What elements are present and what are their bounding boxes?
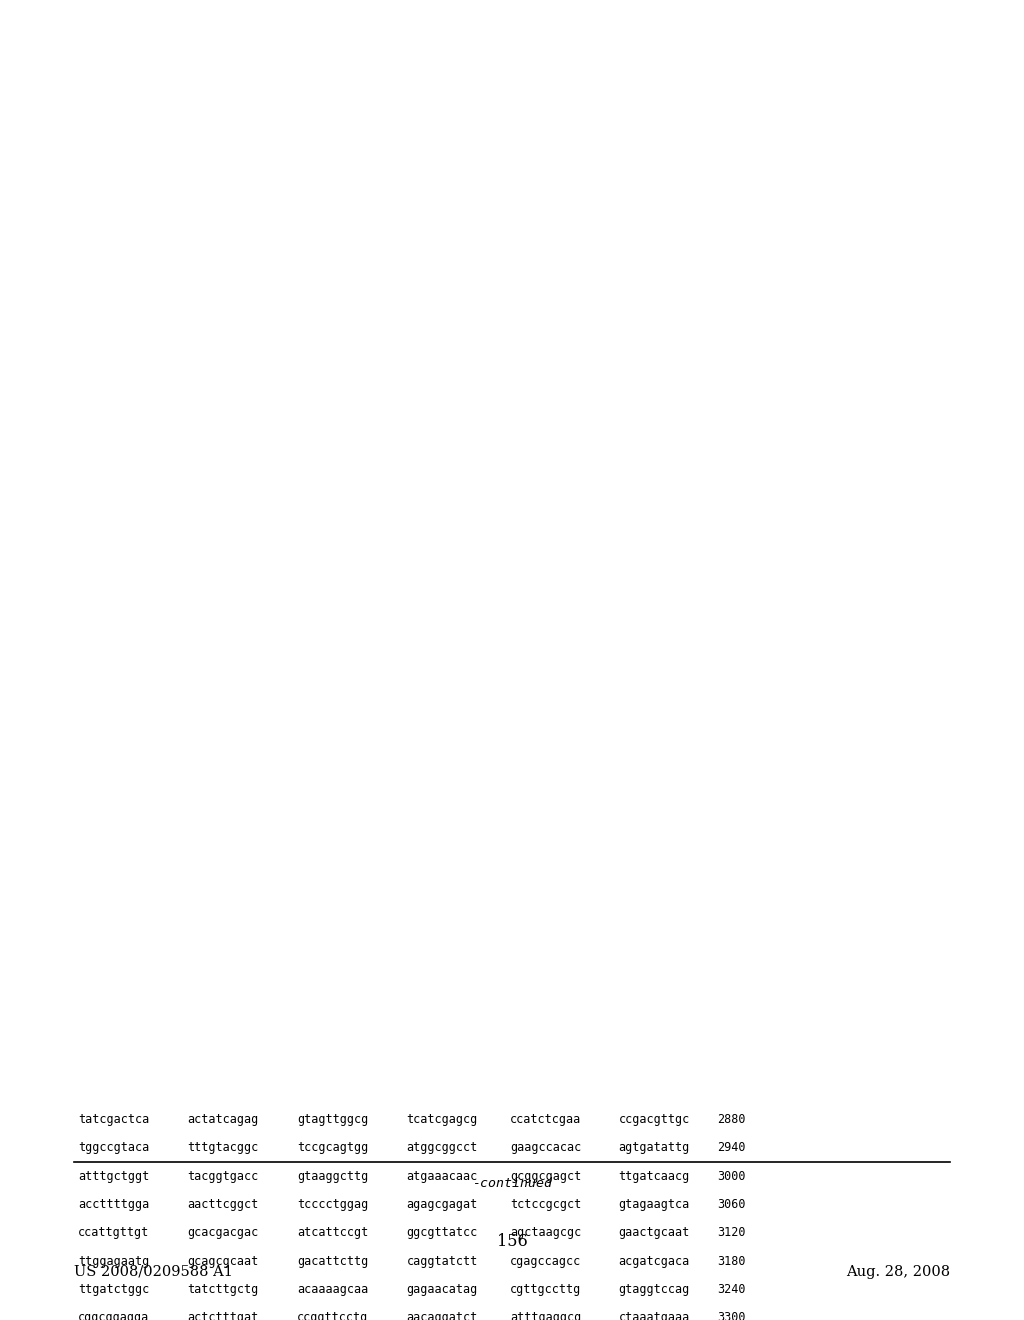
Text: ccatctcgaa: ccatctcgaa: [510, 1113, 582, 1126]
Text: 156: 156: [497, 1233, 527, 1250]
Text: gagaacatag: gagaacatag: [407, 1283, 478, 1296]
Text: 3300: 3300: [717, 1311, 745, 1320]
Text: tccgcagtgg: tccgcagtgg: [297, 1140, 369, 1154]
Text: 2940: 2940: [717, 1140, 745, 1154]
Text: ttggagaatg: ttggagaatg: [78, 1254, 150, 1267]
Text: ttgatctggc: ttgatctggc: [78, 1283, 150, 1296]
Text: aacttcggct: aacttcggct: [187, 1199, 259, 1210]
Text: tttgtacggc: tttgtacggc: [187, 1140, 259, 1154]
Text: tatcgactca: tatcgactca: [78, 1113, 150, 1126]
Text: 3060: 3060: [717, 1199, 745, 1210]
Text: -continued: -continued: [472, 1177, 552, 1191]
Text: ctaaatgaaa: ctaaatgaaa: [618, 1311, 690, 1320]
Text: tggccgtaca: tggccgtaca: [78, 1140, 150, 1154]
Text: US 2008/0209588 A1: US 2008/0209588 A1: [74, 1265, 232, 1279]
Text: agtgatattg: agtgatattg: [618, 1140, 690, 1154]
Text: gtaggtccag: gtaggtccag: [618, 1283, 690, 1296]
Text: 3120: 3120: [717, 1226, 745, 1239]
Text: Aug. 28, 2008: Aug. 28, 2008: [846, 1265, 950, 1279]
Text: acgatcgaca: acgatcgaca: [618, 1254, 690, 1267]
Text: ggcgttatcc: ggcgttatcc: [407, 1226, 478, 1239]
Text: gaactgcaat: gaactgcaat: [618, 1226, 690, 1239]
Text: ccgacgttgc: ccgacgttgc: [618, 1113, 690, 1126]
Text: tcccctggag: tcccctggag: [297, 1199, 369, 1210]
Text: agctaagcgc: agctaagcgc: [510, 1226, 582, 1239]
Text: tacggtgacc: tacggtgacc: [187, 1170, 259, 1183]
Text: atggcggcct: atggcggcct: [407, 1140, 478, 1154]
Text: gcacgacgac: gcacgacgac: [187, 1226, 259, 1239]
Text: ccattgttgt: ccattgttgt: [78, 1226, 150, 1239]
Text: 3000: 3000: [717, 1170, 745, 1183]
Text: aacaggatct: aacaggatct: [407, 1311, 478, 1320]
Text: ttgatcaacg: ttgatcaacg: [618, 1170, 690, 1183]
Text: agagcgagat: agagcgagat: [407, 1199, 478, 1210]
Text: cggcggagga: cggcggagga: [78, 1311, 150, 1320]
Text: 2880: 2880: [717, 1113, 745, 1126]
Text: tatcttgctg: tatcttgctg: [187, 1283, 259, 1296]
Text: gtagaagtca: gtagaagtca: [618, 1199, 690, 1210]
Text: gaagccacac: gaagccacac: [510, 1140, 582, 1154]
Text: acaaaagcaa: acaaaagcaa: [297, 1283, 369, 1296]
Text: gtaaggcttg: gtaaggcttg: [297, 1170, 369, 1183]
Text: gtagttggcg: gtagttggcg: [297, 1113, 369, 1126]
Text: atttgaggcg: atttgaggcg: [510, 1311, 582, 1320]
Text: atcattccgt: atcattccgt: [297, 1226, 369, 1239]
Text: 3180: 3180: [717, 1254, 745, 1267]
Text: ccggttcctg: ccggttcctg: [297, 1311, 369, 1320]
Text: gcagcgcaat: gcagcgcaat: [187, 1254, 259, 1267]
Text: caggtatctt: caggtatctt: [407, 1254, 478, 1267]
Text: atttgctggt: atttgctggt: [78, 1170, 150, 1183]
Text: tctccgcgct: tctccgcgct: [510, 1199, 582, 1210]
Text: accttttgga: accttttgga: [78, 1199, 150, 1210]
Text: gcggcgagct: gcggcgagct: [510, 1170, 582, 1183]
Text: 3240: 3240: [717, 1283, 745, 1296]
Text: atgaaacaac: atgaaacaac: [407, 1170, 478, 1183]
Text: actctttgat: actctttgat: [187, 1311, 259, 1320]
Text: tcatcgagcg: tcatcgagcg: [407, 1113, 478, 1126]
Text: gacattcttg: gacattcttg: [297, 1254, 369, 1267]
Text: cgttgccttg: cgttgccttg: [510, 1283, 582, 1296]
Text: actatcagag: actatcagag: [187, 1113, 259, 1126]
Text: cgagccagcc: cgagccagcc: [510, 1254, 582, 1267]
